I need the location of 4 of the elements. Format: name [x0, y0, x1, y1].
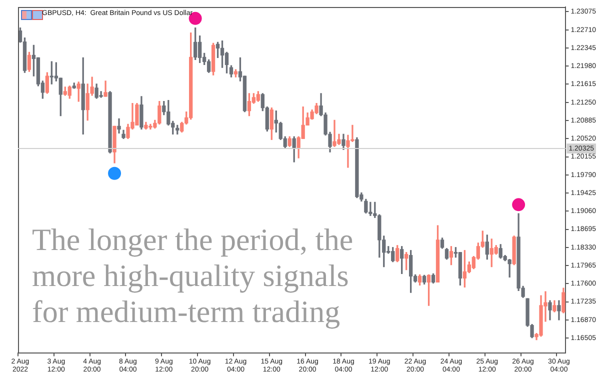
point — [108, 166, 122, 180]
point — [512, 198, 526, 212]
candlestick — [117, 118, 121, 134]
annotation: The longer the period, the more high-quality signals for medium-term trading — [32, 222, 354, 330]
